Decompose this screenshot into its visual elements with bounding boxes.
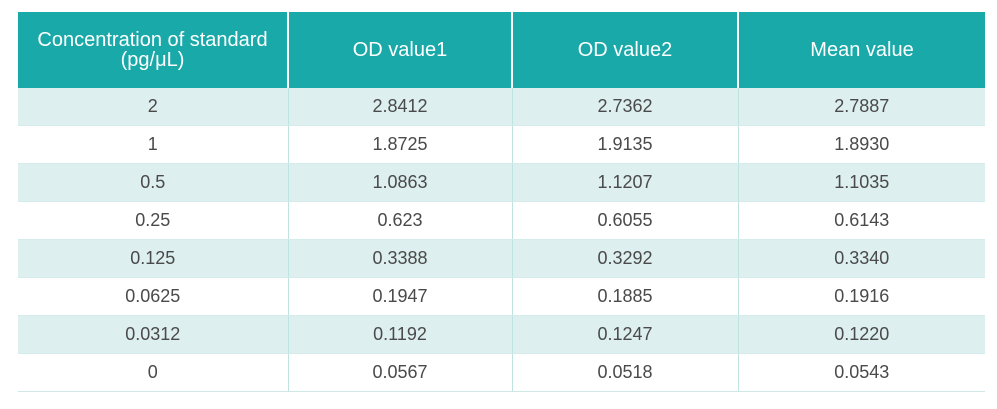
concentration-cell: 0.25 bbox=[18, 201, 288, 240]
data-table-container: Concentration of standard (pg/μL) OD val… bbox=[18, 12, 985, 392]
mean-value-cell: 1.1035 bbox=[737, 163, 985, 202]
od-value2-cell: 0.1885 bbox=[511, 277, 738, 316]
concentration-cell: 0.125 bbox=[18, 239, 288, 278]
table-row: 0.0625 0.1947 0.1885 0.1916 bbox=[18, 277, 985, 316]
od-value2-cell: 0.1247 bbox=[511, 315, 738, 354]
header-mean-value-label: Mean value bbox=[810, 39, 914, 61]
od-value1-cell: 0.3388 bbox=[287, 239, 512, 278]
standard-curve-table: Concentration of standard (pg/μL) OD val… bbox=[18, 12, 985, 392]
mean-value-cell: 0.0543 bbox=[737, 353, 985, 392]
header-concentration-unit: (pg/μL) bbox=[120, 49, 185, 71]
header-od-value2-label: OD value2 bbox=[577, 39, 673, 61]
header-od-value2: OD value2 bbox=[511, 12, 738, 88]
mean-value-cell: 0.1916 bbox=[737, 277, 985, 316]
table-row: 0.0312 0.1192 0.1247 0.1220 bbox=[18, 315, 985, 354]
mean-value-cell: 0.3340 bbox=[737, 239, 985, 278]
table-row: 0.125 0.3388 0.3292 0.3340 bbox=[18, 239, 985, 278]
od-value1-cell: 2.8412 bbox=[287, 88, 512, 126]
table-row: 1 1.8725 1.9135 1.8930 bbox=[18, 125, 985, 164]
mean-value-cell: 2.7887 bbox=[737, 88, 985, 126]
table-row: 0.25 0.623 0.6055 0.6143 bbox=[18, 201, 985, 240]
header-mean-value: Mean value bbox=[737, 12, 985, 88]
table-row: 2 2.8412 2.7362 2.7887 bbox=[18, 88, 985, 126]
table-header: Concentration of standard (pg/μL) OD val… bbox=[18, 12, 985, 88]
header-od-value1-label: OD value1 bbox=[352, 39, 448, 61]
od-value1-cell: 0.0567 bbox=[287, 353, 512, 392]
concentration-cell: 0.0625 bbox=[18, 277, 288, 316]
table-body: 2 2.8412 2.7362 2.7887 1 1.8725 1.9135 1.8930 0.… bbox=[18, 88, 985, 392]
mean-value-cell: 0.6143 bbox=[737, 201, 985, 240]
od-value2-cell: 1.1207 bbox=[511, 163, 738, 202]
od-value1-cell: 1.8725 bbox=[287, 125, 512, 164]
concentration-cell: 0.0312 bbox=[18, 315, 288, 354]
od-value1-cell: 0.1192 bbox=[287, 315, 512, 354]
concentration-cell: 0 bbox=[18, 353, 288, 392]
concentration-cell: 0.5 bbox=[18, 163, 288, 202]
od-value2-cell: 0.6055 bbox=[511, 201, 738, 240]
od-value1-cell: 0.1947 bbox=[287, 277, 512, 316]
table-row: 0.5 1.0863 1.1207 1.1035 bbox=[18, 163, 985, 202]
od-value2-cell: 2.7362 bbox=[511, 88, 738, 126]
od-value2-cell: 0.3292 bbox=[511, 239, 738, 278]
od-value2-cell: 1.9135 bbox=[511, 125, 738, 164]
od-value2-cell: 0.0518 bbox=[511, 353, 738, 392]
table-row: 0 0.0567 0.0518 0.0543 bbox=[18, 353, 985, 392]
mean-value-cell: 1.8930 bbox=[737, 125, 985, 164]
header-row: Concentration of standard (pg/μL) OD val… bbox=[18, 12, 985, 88]
header-concentration-line1: Concentration of standard bbox=[37, 29, 268, 51]
header-concentration: Concentration of standard (pg/μL) bbox=[18, 12, 288, 88]
concentration-cell: 2 bbox=[18, 88, 288, 126]
od-value1-cell: 0.623 bbox=[287, 201, 512, 240]
concentration-cell: 1 bbox=[18, 125, 288, 164]
header-od-value1: OD value1 bbox=[287, 12, 512, 88]
mean-value-cell: 0.1220 bbox=[737, 315, 985, 354]
od-value1-cell: 1.0863 bbox=[287, 163, 512, 202]
